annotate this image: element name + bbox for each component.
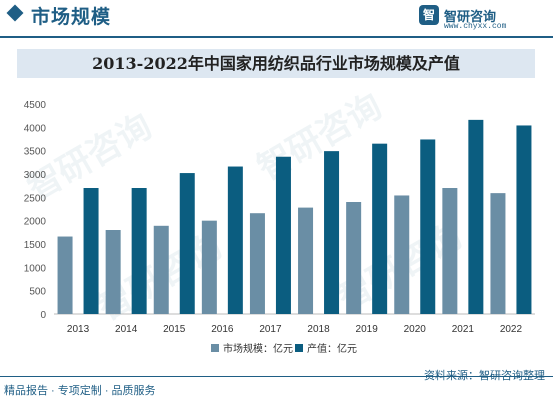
chart-title-band: 2013-2022年中国家用纺织品行业市场规模及产值 (17, 49, 535, 78)
y-tick-label: 0 (40, 310, 46, 321)
diamond-icon (6, 4, 24, 22)
y-tick-label: 1500 (24, 240, 47, 251)
x-tick-label: 2021 (452, 324, 475, 335)
bar-market-size (249, 213, 265, 314)
x-tick-label: 2019 (356, 324, 379, 335)
bar-output-value (179, 173, 195, 314)
bar-market-size (201, 220, 217, 314)
x-tick-label: 2018 (307, 324, 330, 335)
bar-market-size (442, 188, 458, 314)
logo-name: 智研咨询 (444, 9, 497, 24)
footer-divider (0, 376, 553, 377)
bar-market-size (57, 236, 73, 314)
x-tick-label: 2014 (115, 324, 138, 335)
legend-swatch (295, 344, 303, 352)
logo-url: www.chyxx.com (444, 22, 507, 31)
bar-output-value (131, 188, 147, 314)
header: 市场规模 智 智研咨询 www.chyxx.com (0, 0, 553, 36)
x-tick-label: 2017 (259, 324, 282, 335)
brand-logo: 智 智研咨询 www.chyxx.com (419, 4, 539, 34)
legend-label: 市场规模：亿元 (223, 342, 293, 355)
bar-output-value (324, 151, 340, 314)
bar-market-size (490, 193, 506, 314)
y-tick-label: 3000 (24, 170, 47, 181)
footer-tagline: 精品报告 · 专项定制 · 品质服务 (4, 385, 156, 397)
bar-output-value (227, 166, 243, 314)
section-title: 市场规模 (31, 7, 112, 28)
x-tick-label: 2013 (67, 324, 90, 335)
bar-market-size (105, 230, 121, 314)
y-tick-label: 4000 (24, 123, 47, 134)
logo-icon: 智 (419, 5, 439, 25)
x-tick-label: 2022 (500, 324, 523, 335)
bar-chart: 0 500 1000 1500 2000 2500 3000 3500 4000 4500 2013… (24, 100, 535, 355)
x-tick-label: 2016 (211, 324, 234, 335)
header-divider (0, 36, 553, 38)
y-tick-label: 500 (29, 287, 46, 298)
legend-swatch (211, 344, 219, 352)
x-tick-label: 2020 (404, 324, 427, 335)
y-tick-label: 3500 (24, 147, 47, 158)
bar-output-value (468, 119, 484, 314)
data-source: 资料来源：智研咨询整理 (424, 370, 545, 382)
legend-label: 产值：亿元 (307, 342, 357, 355)
bar-market-size (346, 202, 362, 314)
x-tick-label: 2015 (163, 324, 186, 335)
bar-output-value (420, 139, 436, 314)
bar-market-size (153, 225, 169, 314)
y-tick-label: 2500 (24, 193, 47, 204)
bar-output-value (372, 143, 388, 314)
y-tick-label: 1000 (24, 263, 47, 274)
bar-output-value (83, 188, 99, 314)
bar-market-size (394, 195, 410, 314)
bar-output-value (516, 125, 532, 314)
bar-output-value (275, 156, 291, 314)
y-tick-label: 2000 (24, 217, 47, 228)
bar-market-size (298, 207, 314, 314)
y-tick-label: 4500 (24, 100, 47, 111)
chart-title: 2013-2022年中国家用纺织品行业市场规模及产值 (92, 54, 460, 73)
